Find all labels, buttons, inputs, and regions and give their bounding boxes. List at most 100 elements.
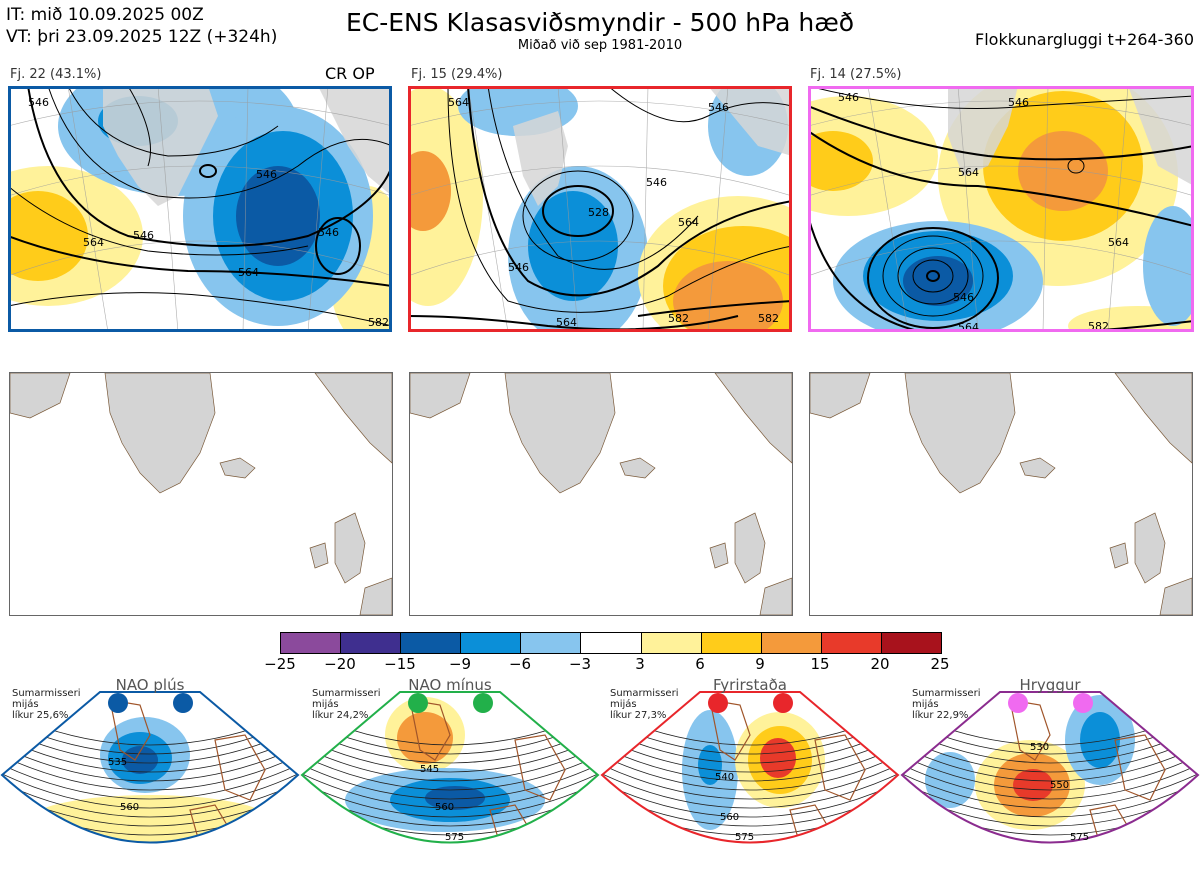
contour-label: 540 <box>715 772 734 783</box>
colorbar-tick-label: −9 <box>448 655 472 673</box>
empty-map-2 <box>409 372 793 616</box>
colorbar-tick-label: −20 <box>324 655 356 673</box>
regime-title: NAO mínus <box>408 676 492 694</box>
empty-map-1 <box>9 372 393 616</box>
cluster-1-frame <box>8 86 392 332</box>
geopotential-contour <box>602 763 898 800</box>
anomaly-shade <box>1015 844 1045 856</box>
anomaly-colorbar <box>280 632 942 654</box>
contour-label: 546 <box>953 291 974 304</box>
contour-label: 560 <box>720 812 739 823</box>
geopotential-contour <box>302 772 598 809</box>
geopotential-contour <box>2 781 298 818</box>
regime-info-line: Sumarmisseri <box>12 688 81 699</box>
regime-map: 530 550 575 <box>900 691 1200 856</box>
colorbar-swatch <box>580 633 641 653</box>
colorbar-swatch <box>460 633 521 653</box>
regime-frame <box>0 691 300 844</box>
regime-panel: 530 550 575 <box>900 680 1200 871</box>
contour-label: 546 <box>256 168 277 181</box>
contour-label: 564 <box>958 166 979 179</box>
regime-panel: 540 560 575 <box>600 680 900 871</box>
regime-dot <box>708 693 728 713</box>
empty-map-3 <box>809 372 1193 616</box>
geopotential-contour <box>602 781 898 818</box>
regime-info: Sumarmisseri mijás líkur 22,9% <box>912 688 980 721</box>
cluster-3-frame <box>808 86 1194 332</box>
contour-label: 564 <box>83 236 104 249</box>
colorbar-swatch <box>281 633 341 653</box>
page-title: EC-ENS Klasasviðsmyndir - 500 hPa hæð <box>345 8 855 37</box>
cluster-3-label: Fj. 14 (27.5%) <box>810 67 902 82</box>
contour-label: 575 <box>735 832 754 843</box>
geopotential-contour <box>302 745 598 782</box>
contour-label: 564 <box>448 96 469 109</box>
anomaly-shade <box>698 745 722 785</box>
geopotential-contour <box>2 754 298 791</box>
colorbar-tick-label: 15 <box>810 655 830 673</box>
regime-info-line: mijás <box>12 699 39 710</box>
colorbar-tick-label: −15 <box>384 655 416 673</box>
colorbar-swatch <box>400 633 461 653</box>
colorbar-tick-label: 3 <box>635 655 645 673</box>
geopotential-contour <box>902 772 1198 809</box>
regime-info-line: mijás <box>312 699 339 710</box>
geopotential-contour <box>902 736 1198 773</box>
colorbar-swatch <box>700 633 761 653</box>
geopotential-contour <box>302 754 598 791</box>
anomaly-shade <box>1080 712 1120 768</box>
contour-label: 582 <box>758 312 779 325</box>
contour-label: 546 <box>708 101 729 114</box>
anomaly-shade <box>122 746 158 774</box>
regime-map: 540 560 575 <box>600 691 900 844</box>
regime-dot <box>773 693 793 713</box>
regime-panel: 535 560 <box>0 680 300 871</box>
cluster-2-frame <box>408 86 792 332</box>
regime-info-line: mijás <box>912 699 939 710</box>
geopotential-contour <box>2 745 298 782</box>
geopotential-contour <box>302 781 598 818</box>
contour-label: 564 <box>238 266 259 279</box>
contour-label: 546 <box>28 96 49 109</box>
contour-label: 575 <box>445 832 464 843</box>
regime-info: Sumarmisseri mijás líkur 25,6% <box>12 688 80 721</box>
regime-title: Hryggur <box>1019 676 1081 694</box>
regime-info-line: líkur 24,2% <box>312 710 369 721</box>
geopotential-contour <box>602 772 898 809</box>
geopotential-contour <box>902 745 1198 782</box>
contour-label: 564 <box>1108 236 1129 249</box>
contour-label: 550 <box>1050 780 1069 791</box>
cluster-1-map: 546 546 564 546 546 564 582 <box>8 86 392 332</box>
regime-info-line: Sumarmisseri <box>610 688 679 699</box>
page-subtitle: Miðað við sep 1981-2010 <box>517 38 683 53</box>
anomaly-shade <box>425 786 485 810</box>
geopotential-contour <box>902 754 1198 791</box>
regime-info: Sumarmisseri mijás líkur 24,2% <box>312 688 380 721</box>
colorbar-tick-label: 25 <box>930 655 950 673</box>
geopotential-contour <box>2 763 298 800</box>
contour-label: 528 <box>588 206 609 219</box>
geopotential-contour <box>302 736 598 773</box>
regime-map: 535 560 <box>0 691 300 844</box>
regime-title: Fyrirstaða <box>713 676 787 694</box>
cluster-1-tag: CR OP <box>325 64 375 83</box>
contour-label: 582 <box>668 312 689 325</box>
regime-info-line: Sumarmisseri <box>312 688 381 699</box>
colorbar-tick-label: −3 <box>568 655 592 673</box>
colorbar-tick-label: 20 <box>870 655 890 673</box>
colorbar-tick-label: 9 <box>755 655 765 673</box>
vt-line: VT: þri 23.09.2025 12Z (+324h) <box>6 27 278 47</box>
regime-frame <box>300 691 600 844</box>
regime-info: Sumarmisseri mijás líkur 27,3% <box>610 688 678 721</box>
contour-label: 582 <box>368 316 389 329</box>
contour-label: 535 <box>108 757 127 768</box>
cluster-3-map: 546 564 546 564 546 564 582 <box>808 86 1194 332</box>
regime-map: 545 560 575 <box>300 691 600 844</box>
classification-window: Flokkunargluggi t+264-360 <box>975 30 1194 49</box>
regime-frame <box>600 691 900 844</box>
header-times: IT: mið 10.09.2025 00Z VT: þri 23.09.202… <box>6 4 277 48</box>
colorbar-swatch <box>760 633 821 653</box>
anomaly-shade <box>760 738 796 778</box>
anomaly-shade <box>1013 769 1053 801</box>
regime-dot <box>473 693 493 713</box>
